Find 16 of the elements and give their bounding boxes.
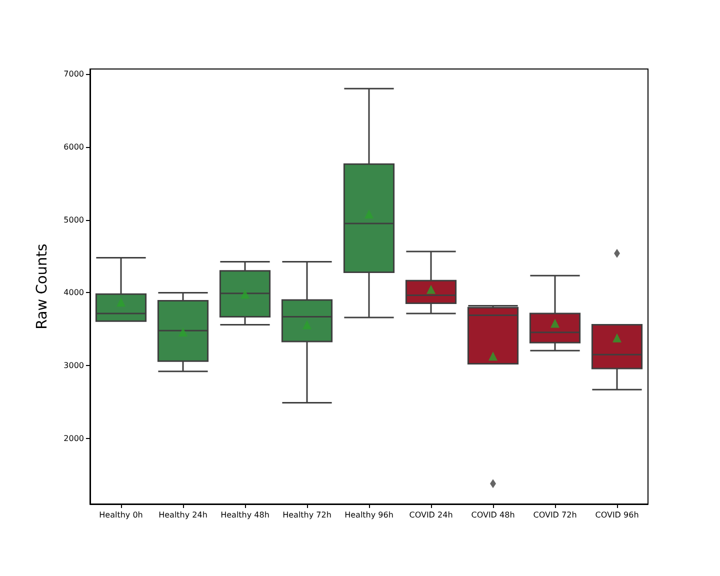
x-tick-label: COVID 24h [409,510,453,520]
x-tick-label: COVID 96h [595,510,639,520]
x-tick-label: Healthy 96h [344,510,394,520]
x-tick-label: COVID 72h [533,510,577,520]
y-tick-label: 6000 [64,142,84,152]
y-axis-title: Raw Counts [34,244,50,330]
y-tick-label: 5000 [64,215,84,224]
y-tick-label: 2000 [64,434,84,443]
x-tick-label: Healthy 48h [220,510,270,520]
y-tick-label: 3000 [64,361,84,370]
y-tick-label: 7000 [64,70,84,79]
y-tick-label: 4000 [64,288,84,298]
x-tick-label: Healthy 24h [158,510,208,520]
x-tick-label: Healthy 0h [99,510,143,520]
x-tick-label: Healthy 72h [282,510,332,520]
x-tick-label: COVID 48h [471,510,515,520]
